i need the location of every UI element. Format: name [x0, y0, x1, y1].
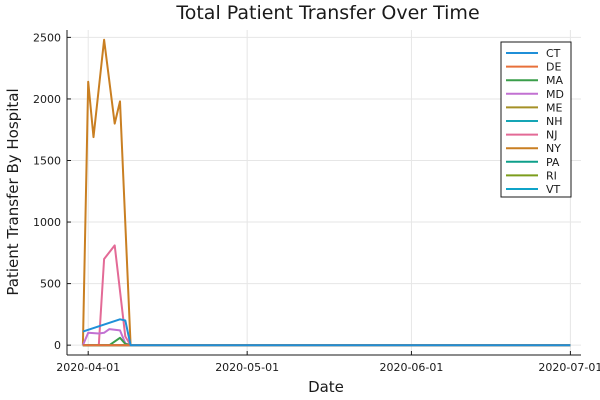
x-axis-label: Date [308, 378, 344, 396]
legend-label-me: ME [546, 101, 562, 114]
chart-title: Total Patient Transfer Over Time [175, 2, 479, 24]
series-line-ma [82, 336, 571, 347]
legend-label-ma: MA [546, 74, 563, 87]
y-tick-label: 2500 [33, 31, 61, 44]
axes [66, 30, 581, 356]
y-tick-label: 0 [54, 339, 61, 352]
series-lines [81, 38, 571, 347]
legend-label-vt: VT [546, 183, 561, 196]
y-tick-label: 2000 [33, 93, 61, 106]
series-line-ct [82, 318, 571, 347]
y-axis-label: Patient Transfer By Hospital [4, 88, 22, 295]
legend-box [500, 41, 572, 198]
legend-label-md: MD [546, 88, 564, 101]
x-tick-label: 2020-07-01 [538, 361, 600, 374]
y-ticks: 0 500 1000 1500 2000 2500 [33, 31, 71, 352]
legend-label-ct: CT [546, 47, 561, 60]
legend-label-ny: NY [546, 142, 561, 155]
y-tick-label: 1000 [33, 216, 61, 229]
y-tick-label: 1500 [33, 154, 61, 167]
series-line-md [81, 328, 571, 347]
x-tick-label: 2020-04-01 [56, 361, 120, 374]
x-tick-label: 2020-05-01 [215, 361, 279, 374]
series-line-ny [81, 38, 571, 347]
x-tick-label: 2020-06-01 [379, 361, 443, 374]
legend-label-nj: NJ [546, 129, 557, 142]
legend-label-de: DE [546, 61, 561, 74]
x-ticks: 2020-04-01 2020-05-01 2020-06-01 2020-07-01 [56, 351, 600, 374]
legend-label-nh: NH [546, 115, 563, 128]
legend-label-ri: RI [546, 169, 557, 182]
y-tick-label: 500 [40, 278, 61, 291]
legend-label-pa: PA [546, 156, 560, 169]
series-line-nj [82, 244, 571, 347]
